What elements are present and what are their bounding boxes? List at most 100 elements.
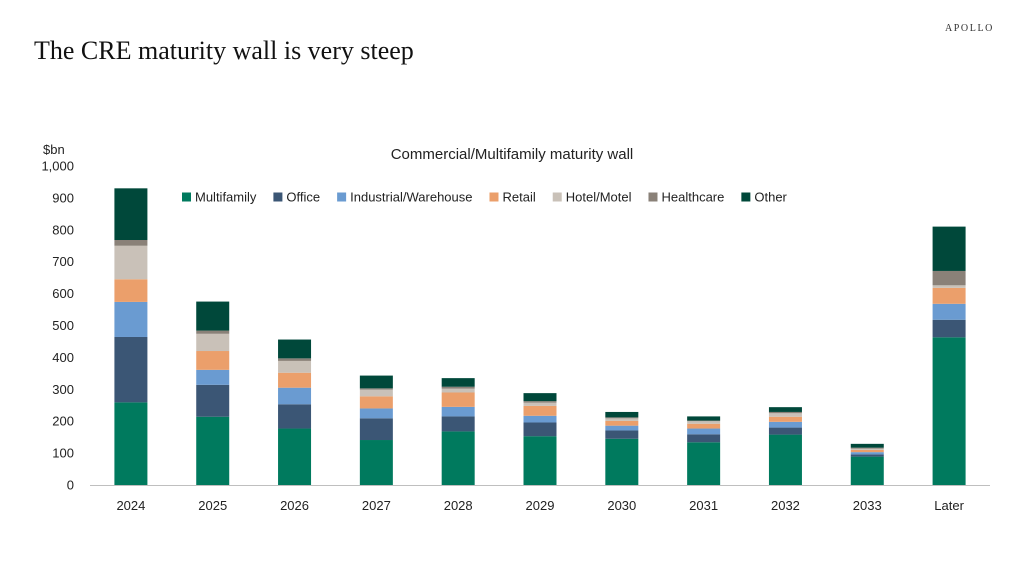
- legend: Multifamily Office Industrial/Warehouse Ret…: [182, 190, 788, 205]
- x-tick-label: 2024: [116, 498, 145, 513]
- y-tick-label: 1,000: [41, 159, 74, 174]
- bar-segment-other: [768, 407, 802, 412]
- bar-segment-hotel-motel: [687, 421, 721, 424]
- x-tick-label: 2027: [362, 498, 391, 513]
- bars: [114, 188, 966, 485]
- y-tick-label: 600: [52, 286, 74, 301]
- bar-segment-office: [605, 430, 639, 439]
- bar-segment-hotel-motel: [196, 333, 230, 352]
- bar-segment-hotel-motel: [441, 388, 475, 393]
- bar-segment-hotel-motel: [605, 418, 639, 421]
- bar-segment-healthcare: [850, 447, 884, 449]
- bar-segment-other: [850, 443, 884, 448]
- bar-segment-healthcare: [523, 401, 557, 403]
- bar-segment-multifamily: [932, 337, 966, 485]
- bar-segment-healthcare: [196, 330, 230, 334]
- bar-segment-multifamily: [768, 434, 802, 485]
- slide-title: The CRE maturity wall is very steep: [34, 36, 414, 65]
- x-tick-label: 2032: [771, 498, 800, 513]
- bar-segment-other: [605, 411, 639, 418]
- bar-segment-other: [359, 375, 393, 389]
- chart-title: Commercial/Multifamily maturity wall: [391, 146, 634, 163]
- bar-segment-office: [523, 422, 557, 437]
- bar-segment-industrial-warehouse: [523, 415, 557, 423]
- legend-swatch: [337, 192, 347, 202]
- y-axis: 0 100 200 300 400 500 600 700 800 900 1,000: [41, 159, 74, 493]
- bar-segment-healthcare: [932, 270, 966, 286]
- bar-segment-multifamily: [441, 431, 475, 485]
- x-tick-label: 2028: [444, 498, 473, 513]
- y-tick-label: 800: [52, 222, 74, 237]
- x-axis: 2024 2025 2026 2027 2028 2029 2030 2031 2032 2033…: [116, 498, 964, 513]
- bar-segment-other: [523, 393, 557, 402]
- bar-segment-other: [196, 301, 230, 331]
- bar-segment-hotel-motel: [114, 245, 148, 280]
- bar-segment-retail: [850, 449, 884, 453]
- y-tick-label: 700: [52, 254, 74, 269]
- bar-segment-other: [114, 188, 148, 241]
- bar-segment-office: [114, 336, 148, 403]
- bar-segment-industrial-warehouse: [359, 408, 393, 419]
- legend-label: Office: [286, 190, 320, 205]
- bar-segment-retail: [932, 287, 966, 304]
- bar-segment-retail: [768, 416, 802, 422]
- bar-segment-hotel-motel: [932, 285, 966, 288]
- x-tick-label: 2030: [607, 498, 636, 513]
- bar-segment-multifamily: [687, 442, 721, 485]
- bar-segment-other: [932, 226, 966, 271]
- bar-segment-retail: [687, 423, 721, 429]
- x-tick-label: 2026: [280, 498, 309, 513]
- y-tick-label: 300: [52, 382, 74, 397]
- y-tick-label: 400: [52, 350, 74, 365]
- bar-segment-office: [687, 434, 721, 443]
- bar-segment-retail: [359, 396, 393, 409]
- y-tick-label: 200: [52, 414, 74, 429]
- x-tick-label: 2029: [526, 498, 555, 513]
- legend-swatch: [489, 192, 499, 202]
- legend-label: Industrial/Warehouse: [350, 190, 472, 205]
- bar-segment-industrial-warehouse: [441, 406, 475, 417]
- bar-segment-hotel-motel: [850, 448, 884, 450]
- legend-swatch: [648, 192, 658, 202]
- y-tick-label: 900: [52, 190, 74, 205]
- x-tick-label: 2033: [853, 498, 882, 513]
- legend-label: Multifamily: [195, 190, 257, 205]
- bar-segment-retail: [278, 372, 312, 388]
- bar-segment-multifamily: [523, 436, 557, 485]
- legend-label: Other: [754, 190, 787, 205]
- y-tick-label: 100: [52, 446, 74, 461]
- bar-segment-industrial-warehouse: [605, 425, 639, 431]
- bar-segment-industrial-warehouse: [768, 421, 802, 428]
- bar-segment-industrial-warehouse: [196, 369, 230, 385]
- bar-segment-retail: [441, 392, 475, 407]
- legend-swatch: [273, 192, 283, 202]
- bar-segment-office: [768, 427, 802, 435]
- bar-segment-multifamily: [278, 428, 312, 485]
- bar-segment-industrial-warehouse: [114, 301, 148, 337]
- bar-segment-office: [441, 416, 475, 432]
- bar-segment-office: [932, 319, 966, 338]
- bar-segment-hotel-motel: [768, 413, 802, 417]
- bar-segment-office: [278, 404, 312, 429]
- bar-segment-office: [359, 418, 393, 441]
- brand-logo: APOLLO: [944, 23, 994, 34]
- legend-swatch: [552, 192, 562, 202]
- bar-segment-healthcare: [359, 388, 393, 390]
- bar-segment-multifamily: [850, 456, 884, 485]
- legend-label: Hotel/Motel: [566, 190, 632, 205]
- x-tick-label: 2031: [689, 498, 718, 513]
- bar-segment-retail: [605, 420, 639, 426]
- bar-segment-office: [850, 454, 884, 457]
- bar-segment-other: [687, 416, 721, 421]
- bar-segment-hotel-motel: [523, 402, 557, 406]
- bar-segment-multifamily: [359, 440, 393, 485]
- bar-segment-industrial-warehouse: [278, 387, 312, 405]
- bar-segment-retail: [523, 405, 557, 416]
- legend-swatch: [741, 192, 751, 202]
- bar-segment-healthcare: [278, 358, 312, 361]
- y-axis-unit-label: $bn: [43, 142, 65, 157]
- bar-segment-industrial-warehouse: [687, 428, 721, 435]
- x-tick-label: Later: [934, 498, 964, 513]
- bar-segment-industrial-warehouse: [932, 303, 966, 320]
